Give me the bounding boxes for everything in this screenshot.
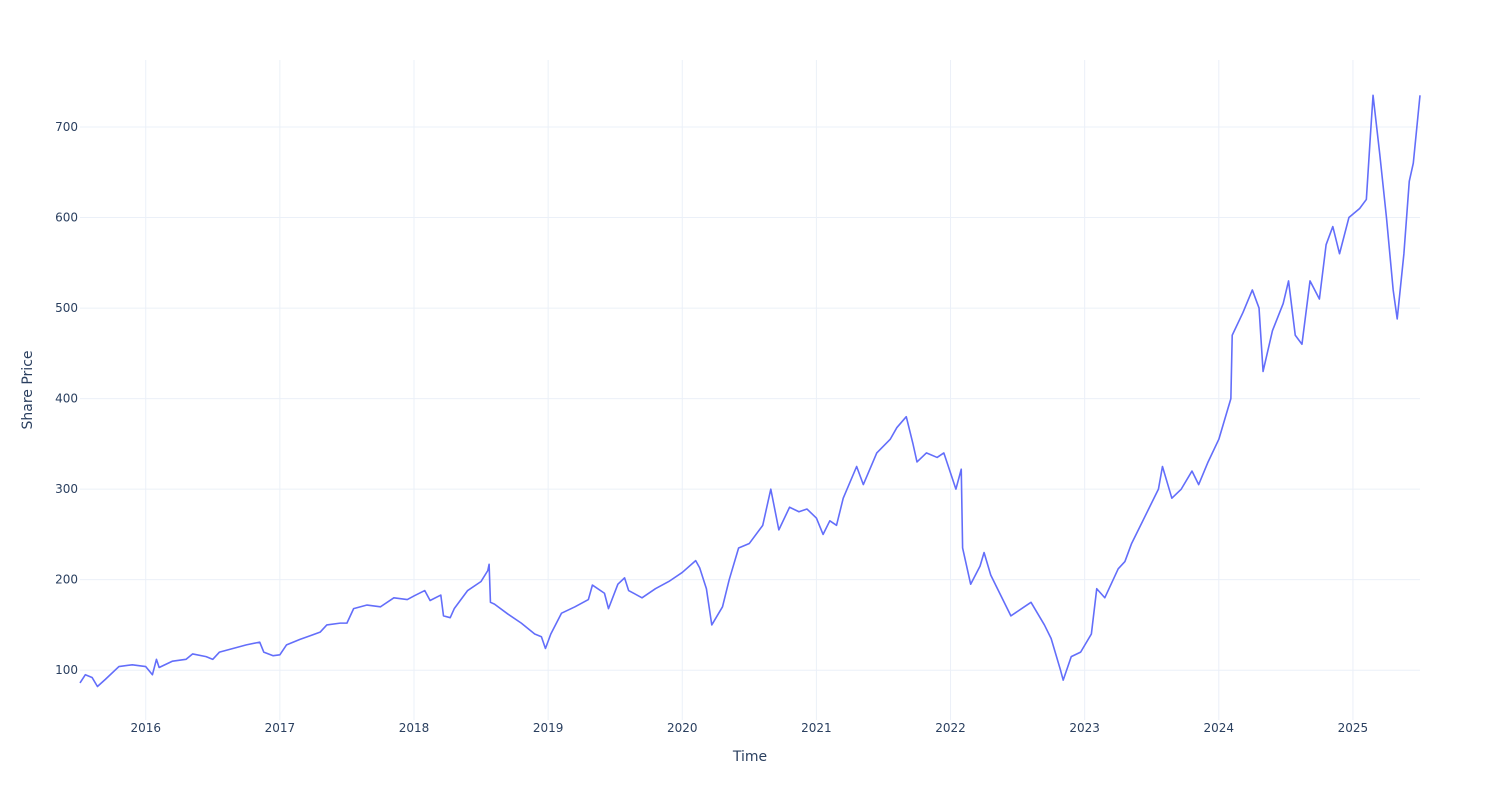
x-tick-label: 2017 [265,721,296,735]
x-tick-label: 2023 [1069,721,1100,735]
y-tick-label: 300 [55,482,78,496]
y-tick-label: 500 [55,301,78,315]
price-line [79,94,1421,688]
x-axis-title: Time [732,749,767,765]
y-tick-label: 400 [55,392,78,406]
y-tick-label: 600 [55,211,78,225]
grid [80,60,1420,720]
y-tick-label: 100 [55,663,78,677]
x-tick-label: 2018 [399,721,430,735]
x-tick-label: 2025 [1338,721,1369,735]
y-tick-label: 700 [55,120,78,134]
y-axis-title: Share Price [20,350,36,429]
x-tick-label: 2021 [801,721,832,735]
x-tick-label: 2022 [935,721,966,735]
x-tick-label: 2024 [1204,721,1235,735]
x-tick-label: 2016 [130,721,161,735]
y-tick-label: 200 [55,573,78,587]
x-tick-label: 2020 [667,721,698,735]
plot-area [79,94,1421,688]
x-tick-label: 2019 [533,721,564,735]
